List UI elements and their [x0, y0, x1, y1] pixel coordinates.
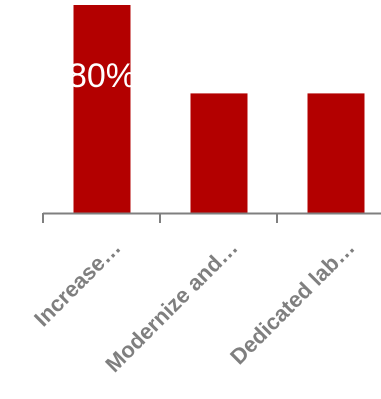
bar	[73, 5, 131, 213]
category-labels: Increase…Modernize and…Dedicated lab…	[29, 235, 359, 377]
bar	[190, 93, 248, 213]
bar	[307, 93, 365, 213]
bars-group: 80% 46% 46%	[68, 5, 370, 213]
bar-value-label: 46%	[302, 57, 370, 95]
category-label: Increase…	[29, 235, 125, 331]
bar-value-label: 46%	[185, 57, 253, 95]
category-label: Dedicated lab…	[225, 235, 359, 369]
x-axis	[42, 212, 381, 223]
bar-value-label: 80%	[68, 57, 136, 95]
